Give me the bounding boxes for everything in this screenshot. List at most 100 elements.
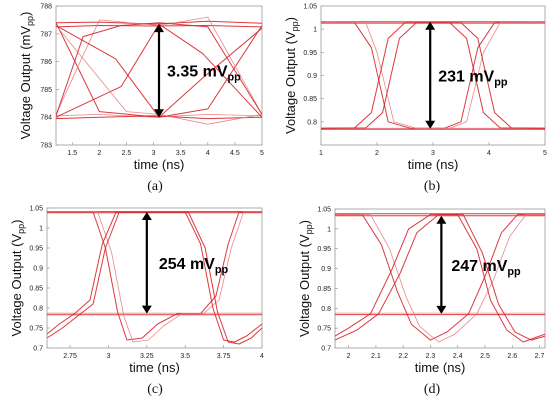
y-tick-label: 785: [40, 87, 52, 94]
panel-caption: (c): [147, 382, 163, 397]
y-tick-label: 0.8: [307, 119, 317, 126]
x-tick-label: 3.75: [217, 353, 231, 360]
y-tick-label: 0.95: [317, 246, 331, 253]
x-axis-label: time (ns): [415, 360, 466, 375]
panel-3: 0.7 0.75 0.8 0.85 0.9 0.95 1 1.05 2.75 3 3.25 3.5 3.…: [9, 206, 264, 398]
signal-trace: [56, 114, 262, 118]
x-tick-label: 3: [152, 150, 156, 157]
signal-trace: [56, 25, 262, 28]
y-tick-label: 1: [327, 226, 331, 233]
y-axis-label: Voltage Output (Vpp): [297, 220, 314, 337]
y-tick-label: 0.9: [33, 266, 43, 273]
y-tick-label: 0.95: [303, 50, 317, 57]
y-axis-label: Voltage Output (Vpp): [283, 17, 300, 134]
panel-caption: (a): [147, 179, 163, 194]
y-tick-label: 1.05: [303, 4, 317, 11]
signal-trace: [335, 214, 545, 341]
panel-4: 0.7 0.75 0.8 0.85 0.9 0.95 1 1.05 2 2.1 2.2 2.3 2.4 2…: [297, 207, 546, 397]
signal-trace: [56, 20, 262, 25]
signal-trace: [56, 22, 262, 116]
trace-group: [47, 211, 262, 345]
x-tick-label: 3: [431, 150, 435, 157]
y-tick-label: 784: [40, 115, 52, 122]
signal-trace: [56, 115, 262, 120]
y-tick-label: 0.7: [33, 346, 43, 353]
x-tick-label: 2.75: [63, 353, 77, 360]
x-tick-label: 2.1: [371, 353, 381, 360]
y-tick-label: 0.85: [317, 286, 331, 293]
swing-arrow-head-down: [436, 305, 447, 314]
swing-arrow-head-down: [425, 120, 436, 129]
x-tick-label: 3.25: [140, 353, 154, 360]
y-tick-label: 0.7: [321, 346, 331, 353]
x-tick-label: 2: [375, 150, 379, 157]
swing-value-label: 254 mVpp: [159, 256, 229, 276]
x-tick-label: 4: [206, 150, 210, 157]
x-tick-label: 2: [97, 150, 101, 157]
swing-arrow-head-down: [154, 109, 164, 118]
swing-value-label: 231 mVpp: [438, 68, 508, 88]
y-tick-label: 0.75: [317, 326, 331, 333]
x-tick-label: 5: [543, 150, 547, 157]
y-tick-label: 0.75: [29, 326, 43, 333]
y-tick-label: 0.9: [321, 266, 331, 273]
y-axis-label: Voltage Output (mVpp): [18, 12, 35, 140]
x-axis-label: time (ns): [408, 157, 459, 172]
y-axis-label: Voltage Output (Vpp): [9, 220, 26, 337]
plot-frame: [334, 208, 546, 349]
trace-group: [321, 21, 545, 130]
swing-value-label: 247 mVpp: [451, 258, 521, 278]
panel-caption: (b): [424, 179, 441, 194]
swing-value-label: 3.35 mVpp: [167, 64, 241, 84]
y-tick-label: 0.8: [321, 306, 331, 313]
signal-trace: [335, 214, 545, 341]
swing-arrow-head-up: [425, 21, 436, 30]
x-tick-label: 4: [260, 353, 264, 360]
y-tick-label: 1.05: [29, 206, 43, 213]
signal-trace: [47, 211, 262, 345]
y-tick-label: 0.95: [29, 246, 43, 253]
x-tick-label: 2.4: [453, 353, 463, 360]
y-tick-label: 786: [40, 59, 52, 66]
y-tick-label: 0.9: [307, 73, 317, 80]
x-tick-label: 3: [106, 353, 110, 360]
x-tick-label: 5: [260, 150, 264, 157]
x-tick-label: 2.3: [426, 353, 436, 360]
panel-1: 783 784 785 786 787 788 1.5 2 2.5 3 3.5 4 4.5 5 3.35 m…: [18, 4, 264, 195]
y-tick-label: 787: [40, 31, 52, 38]
plot-frame: [46, 207, 263, 349]
x-tick-label: 3.5: [180, 353, 190, 360]
signal-trace: [335, 214, 545, 343]
y-tick-label: 0.85: [29, 286, 43, 293]
panel-2: 0.8 0.85 0.9 0.95 1 1.05 1 2 3 4 5 231 mVpp time (ns…: [283, 4, 547, 195]
x-tick-label: 3.5: [176, 150, 186, 157]
signal-trace: [321, 21, 545, 129]
x-axis-label: time (ns): [134, 157, 185, 172]
trace-group: [335, 213, 545, 343]
signal-trace: [321, 22, 545, 129]
x-tick-label: 4.5: [230, 150, 240, 157]
swing-arrow-head-up: [141, 212, 152, 220]
x-tick-label: 1.5: [67, 150, 77, 157]
swing-arrow-head-down: [141, 305, 152, 314]
y-tick-label: 788: [40, 4, 52, 11]
x-tick-label: 2.6: [507, 353, 517, 360]
x-tick-label: 2.2: [398, 353, 408, 360]
y-tick-label: 1: [313, 27, 317, 34]
x-tick-label: 2.5: [122, 150, 132, 157]
y-tick-label: 1: [39, 226, 43, 233]
y-tick-label: 1.05: [317, 207, 331, 214]
swing-arrow-head-up: [154, 24, 164, 33]
x-tick-label: 1: [319, 150, 323, 157]
swing-arrow-head-up: [436, 215, 447, 224]
signal-trace: [47, 211, 262, 343]
x-axis-label: time (ns): [129, 360, 180, 375]
panel-caption: (d): [424, 382, 441, 397]
y-tick-label: 783: [40, 143, 52, 150]
x-tick-label: 2.5: [480, 353, 490, 360]
y-tick-label: 0.8: [33, 306, 43, 313]
x-tick-label: 2.7: [535, 353, 545, 360]
x-tick-label: 4: [487, 150, 491, 157]
y-tick-label: 0.85: [303, 96, 317, 103]
